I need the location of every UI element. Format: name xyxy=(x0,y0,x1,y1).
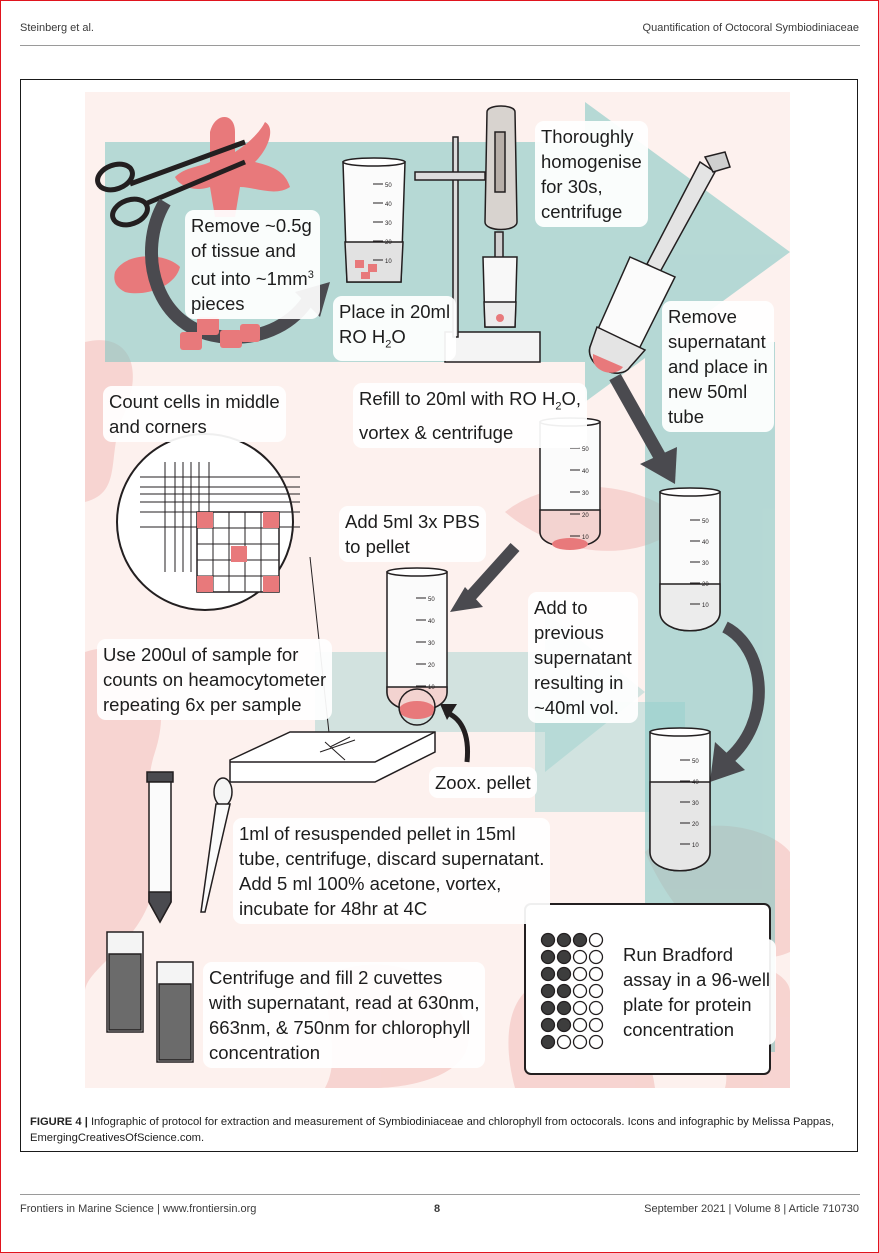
figure-caption-text: Infographic of protocol for extraction a… xyxy=(30,1116,835,1144)
plate-well xyxy=(556,1017,572,1033)
plate-well xyxy=(588,949,604,965)
plate-well xyxy=(572,1034,588,1050)
tube-tick-label: 30 xyxy=(428,641,435,647)
scissors-icon xyxy=(95,139,246,228)
label-count-cells: Count cells in middle and corners xyxy=(103,386,286,442)
tube-tick-label: 30 xyxy=(702,561,709,567)
plate-well xyxy=(572,1017,588,1033)
running-head-authors: Steinberg et al. xyxy=(20,22,94,34)
tube-tick-label: 50 xyxy=(692,759,699,765)
tube-tick-label: 20 xyxy=(702,582,709,588)
heamocytometer-slide xyxy=(229,731,436,783)
plate-well xyxy=(540,1034,556,1050)
header-rule xyxy=(20,45,860,46)
label-remove-tissue: Remove ~0.5g of tissue and cut into ~1mm… xyxy=(185,210,320,320)
tube-tick-label: 40 xyxy=(692,780,699,786)
footer-journal: Frontiers in Marine Science | www.fronti… xyxy=(20,1203,257,1215)
tube-tick-label: 20 xyxy=(582,513,589,519)
tube-50ml-new xyxy=(659,487,721,632)
tube-tick-label: 50 xyxy=(385,183,392,189)
figure-caption: FIGURE 4 | Infographic of protocol for e… xyxy=(30,1114,852,1146)
label-refill: Refill to 20ml with RO H2O, vortex & cent… xyxy=(353,383,588,448)
tube-tick-label: 30 xyxy=(385,221,392,227)
tube-tick-label: 10 xyxy=(702,603,709,609)
plate-well xyxy=(540,932,556,948)
label-cuvettes: Centrifuge and fill 2 cuvettes with supe… xyxy=(203,962,486,1068)
plate-well xyxy=(588,966,604,982)
label-remove-supernatant: Remove supernatant and place in new 50ml… xyxy=(662,301,774,432)
plate-well xyxy=(556,949,572,965)
plate-well xyxy=(588,1034,604,1050)
label-add-previous: Add to previous supernatant resulting in… xyxy=(528,592,638,723)
plate-well xyxy=(588,983,604,999)
plate-well xyxy=(556,1034,572,1050)
tube-tick-label: 20 xyxy=(385,240,392,246)
tube-tick-label: 40 xyxy=(582,469,589,475)
tube-tick-label: 20 xyxy=(692,822,699,828)
label-acetone: 1ml of resuspended pellet in 15ml tube, … xyxy=(233,818,551,924)
plate-well xyxy=(556,932,572,948)
label-zoox-pellet: Zoox. pellet xyxy=(429,767,537,798)
plate-well xyxy=(540,1000,556,1016)
running-head-title: Quantification of Octocoral Symbiodiniac… xyxy=(642,22,859,34)
plate-well xyxy=(556,983,572,999)
label-bradford: Run Bradford assay in a 96-well plate fo… xyxy=(617,939,777,1045)
label-place: Place in 20ml RO H2O xyxy=(333,296,457,361)
plate-well xyxy=(572,966,588,982)
tube-tick-label: 10 xyxy=(692,843,699,849)
plate-well xyxy=(540,966,556,982)
tube-tick-label: 20 xyxy=(428,663,435,669)
cuvettes-icon xyxy=(106,931,194,1063)
plate-well xyxy=(540,1017,556,1033)
page-number: 8 xyxy=(434,1203,441,1215)
tube-tick-label: 40 xyxy=(428,619,435,625)
plate-well xyxy=(572,983,588,999)
footer-rule xyxy=(20,1194,860,1195)
tube-tick-label: 40 xyxy=(702,540,709,546)
footer-issue: September 2021 | Volume 8 | Article 7107… xyxy=(644,1203,859,1215)
tube-tick-label: 50 xyxy=(582,447,589,453)
tube-tick-label: 30 xyxy=(582,491,589,497)
homogeniser-icon xyxy=(414,105,541,363)
plate-well xyxy=(588,1000,604,1016)
tube-tick-label: 10 xyxy=(385,259,392,265)
figure-label: FIGURE 4 | xyxy=(30,1116,88,1128)
plate-well xyxy=(588,932,604,948)
plate-well xyxy=(572,949,588,965)
tube-40ml xyxy=(649,727,711,872)
tube-tick-label: 50 xyxy=(702,519,709,525)
tube-tick-label: 40 xyxy=(385,202,392,208)
plate-well xyxy=(540,983,556,999)
tube-20ml xyxy=(342,157,406,283)
tube-tick-label: 50 xyxy=(428,597,435,603)
tube-pbs xyxy=(386,567,448,726)
tube-tick-label: 10 xyxy=(428,685,435,691)
label-add-pbs: Add 5ml 3x PBS to pellet xyxy=(339,506,486,562)
infographic: 50 40 30 20 10 50 40 30 20 10 50 40 30 20 10 50 40 30 20 10… xyxy=(85,92,790,1088)
tube-tick-label: 30 xyxy=(692,801,699,807)
label-heamocytometer: Use 200ul of sample for counts on heamoc… xyxy=(97,639,333,720)
tube-tick-label: 10 xyxy=(582,535,589,541)
plate-well xyxy=(572,1000,588,1016)
figure-frame xyxy=(20,79,858,1152)
plate-well xyxy=(556,1000,572,1016)
transfer-pipette-icon xyxy=(200,777,233,913)
tube-tilted xyxy=(588,256,677,374)
label-homogenise: Thoroughly homogenise for 30s, centrifug… xyxy=(535,121,648,227)
tube-refill xyxy=(539,417,601,550)
magnifier-icon xyxy=(116,433,331,743)
plate-well xyxy=(572,932,588,948)
plate-well xyxy=(588,1017,604,1033)
plate-well xyxy=(556,966,572,982)
plate-well xyxy=(540,949,556,965)
tissue-pieces xyxy=(180,317,260,350)
tube-15ml xyxy=(146,771,174,924)
cycle-arrow xyxy=(145,198,316,344)
